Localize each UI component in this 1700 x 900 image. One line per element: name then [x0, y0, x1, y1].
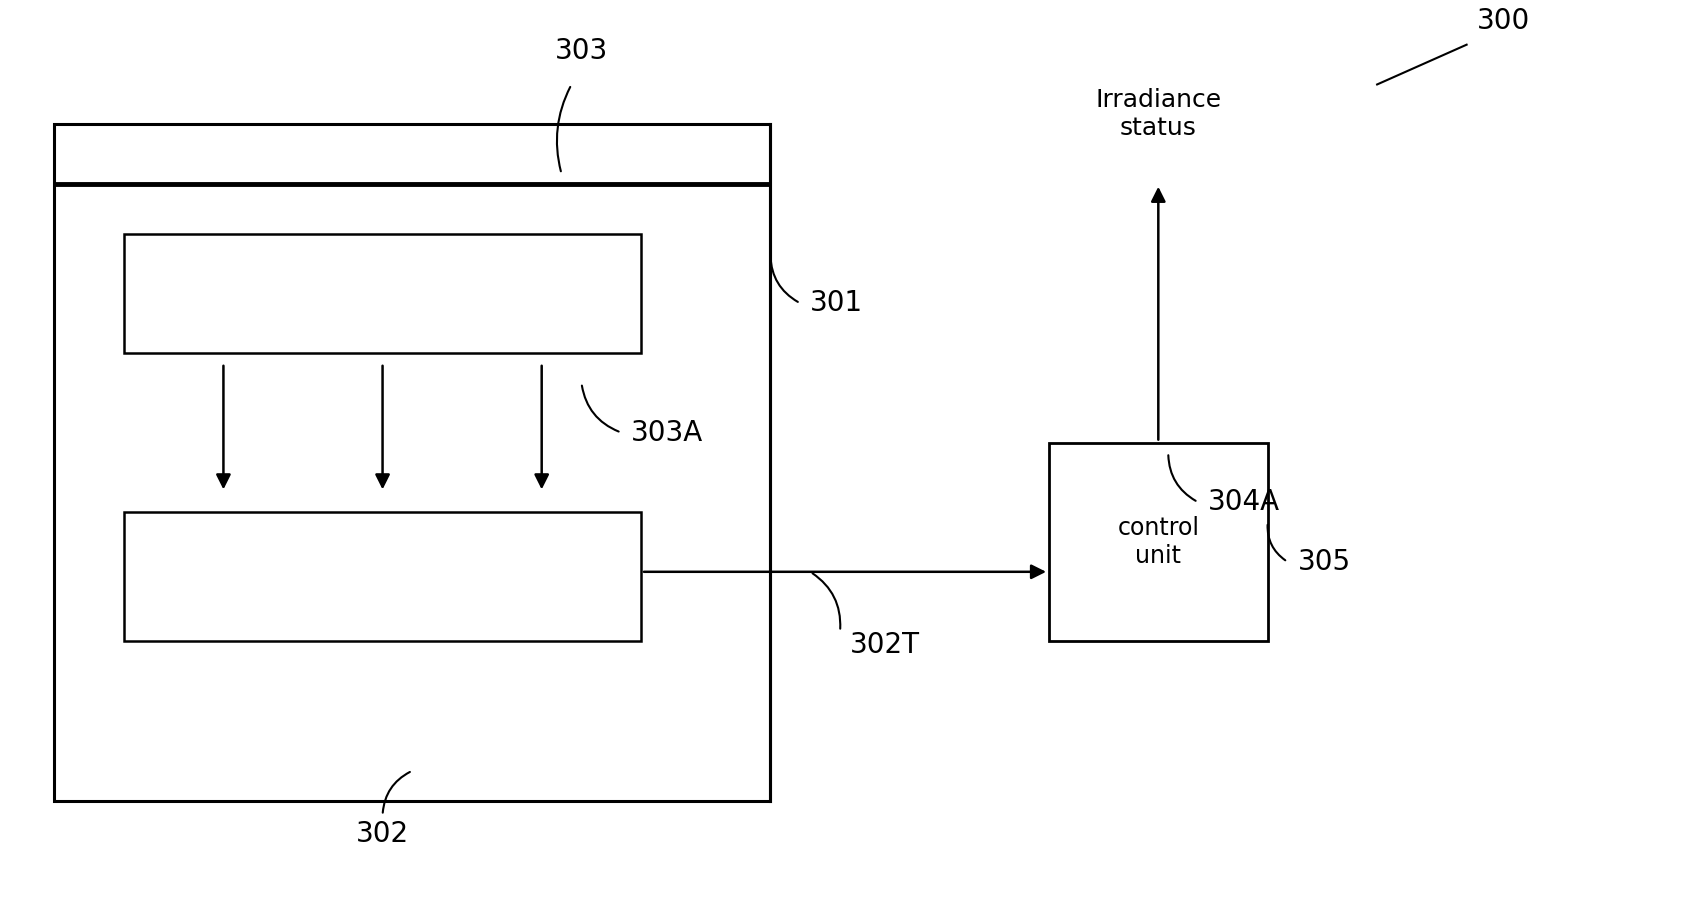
- Text: Irradiance
status: Irradiance status: [1095, 88, 1221, 140]
- Bar: [54, 124, 770, 800]
- Text: 304A: 304A: [1209, 488, 1280, 517]
- Text: 303A: 303A: [631, 418, 704, 446]
- Text: control
unit: control unit: [1117, 516, 1198, 568]
- Bar: [1049, 443, 1268, 642]
- Text: 302T: 302T: [850, 632, 920, 660]
- Text: 301: 301: [811, 289, 864, 318]
- Text: 305: 305: [1297, 548, 1352, 576]
- Text: 300: 300: [1477, 6, 1530, 35]
- Bar: [124, 512, 641, 642]
- Text: 303: 303: [554, 37, 609, 65]
- Text: 302: 302: [355, 821, 410, 849]
- Bar: [124, 234, 641, 353]
